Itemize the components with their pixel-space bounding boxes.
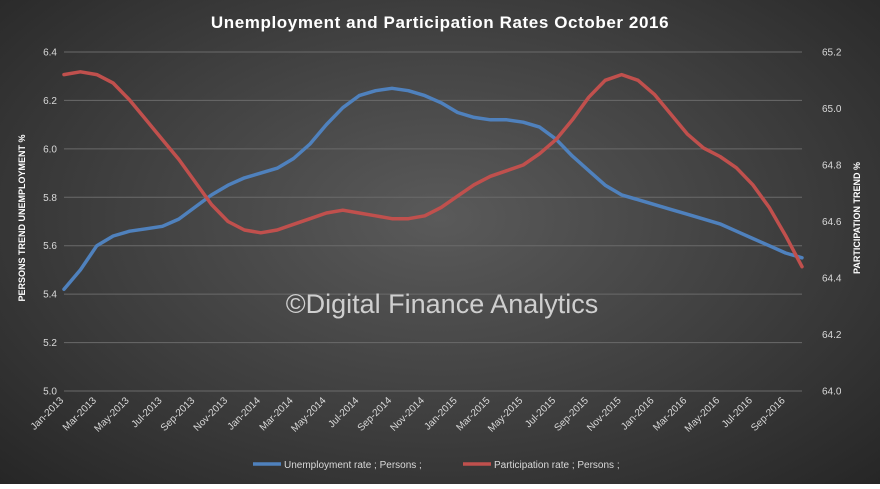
x-tick-label: Sep-2013	[159, 395, 198, 434]
left-tick-label: 6.2	[43, 96, 57, 107]
x-tick-label: Jan-2015	[422, 395, 460, 433]
right-tick-label: 64.4	[822, 274, 842, 285]
gridlines	[64, 51, 802, 392]
x-tick-label: May-2014	[289, 395, 329, 435]
left-tick-label: 5.6	[43, 241, 57, 252]
left-tick-label: 6.4	[43, 48, 57, 59]
right-tick-label: 64.0	[822, 387, 842, 398]
right-tick-label: 64.8	[822, 161, 842, 172]
x-axis-ticks: Jan-2013Mar-2013May-2013Jul-2013Sep-2013…	[29, 395, 788, 435]
legend-label-participation: Participation rate ; Persons ;	[494, 460, 620, 471]
legend: Unemployment rate ; Persons ; Participat…	[253, 460, 620, 471]
right-axis-title: PARTICIPATION TREND %	[852, 162, 862, 274]
x-tick-label: May-2016	[683, 395, 723, 435]
x-tick-label: Jan-2016	[619, 395, 657, 433]
x-tick-label: Nov-2015	[585, 395, 624, 434]
x-tick-label: Sep-2016	[749, 395, 788, 434]
x-tick-label: May-2013	[92, 395, 132, 435]
x-tick-label: Nov-2014	[388, 395, 427, 434]
left-tick-label: 5.4	[43, 290, 57, 301]
left-tick-label: 5.2	[43, 338, 57, 349]
left-tick-label: 6.0	[43, 144, 57, 155]
right-tick-label: 64.6	[822, 217, 842, 228]
participation-rate-line	[62, 70, 804, 269]
left-axis-ticks: 5.0 5.2 5.4 5.6 5.8 6.0 6.2 6.4	[43, 48, 57, 398]
x-tick-label: May-2015	[486, 395, 526, 435]
left-tick-label: 5.8	[43, 193, 57, 204]
x-tick-label: Jan-2014	[226, 395, 264, 433]
left-tick-label: 5.0	[43, 387, 57, 398]
right-tick-label: 65.2	[822, 48, 842, 59]
watermark-text: ©Digital Finance Analytics	[286, 289, 599, 319]
x-tick-label: Jan-2013	[29, 395, 67, 433]
x-tick-label: Sep-2014	[356, 395, 395, 434]
right-tick-label: 65.0	[822, 104, 842, 115]
right-axis-ticks: 64.0 64.2 64.4 64.6 64.8 65.0 65.2	[822, 48, 842, 398]
series-lines	[62, 70, 804, 292]
x-tick-label: Nov-2013	[192, 395, 231, 434]
chart-title: Unemployment and Participation Rates Oct…	[211, 13, 669, 32]
legend-label-unemployment: Unemployment rate ; Persons ;	[284, 460, 422, 471]
unemployment-rate-line	[62, 86, 804, 292]
x-tick-label: Sep-2015	[552, 395, 591, 434]
right-tick-label: 64.2	[822, 330, 842, 341]
left-axis-title: PERSONS TREND UNEMPLOYMENT %	[17, 134, 27, 301]
